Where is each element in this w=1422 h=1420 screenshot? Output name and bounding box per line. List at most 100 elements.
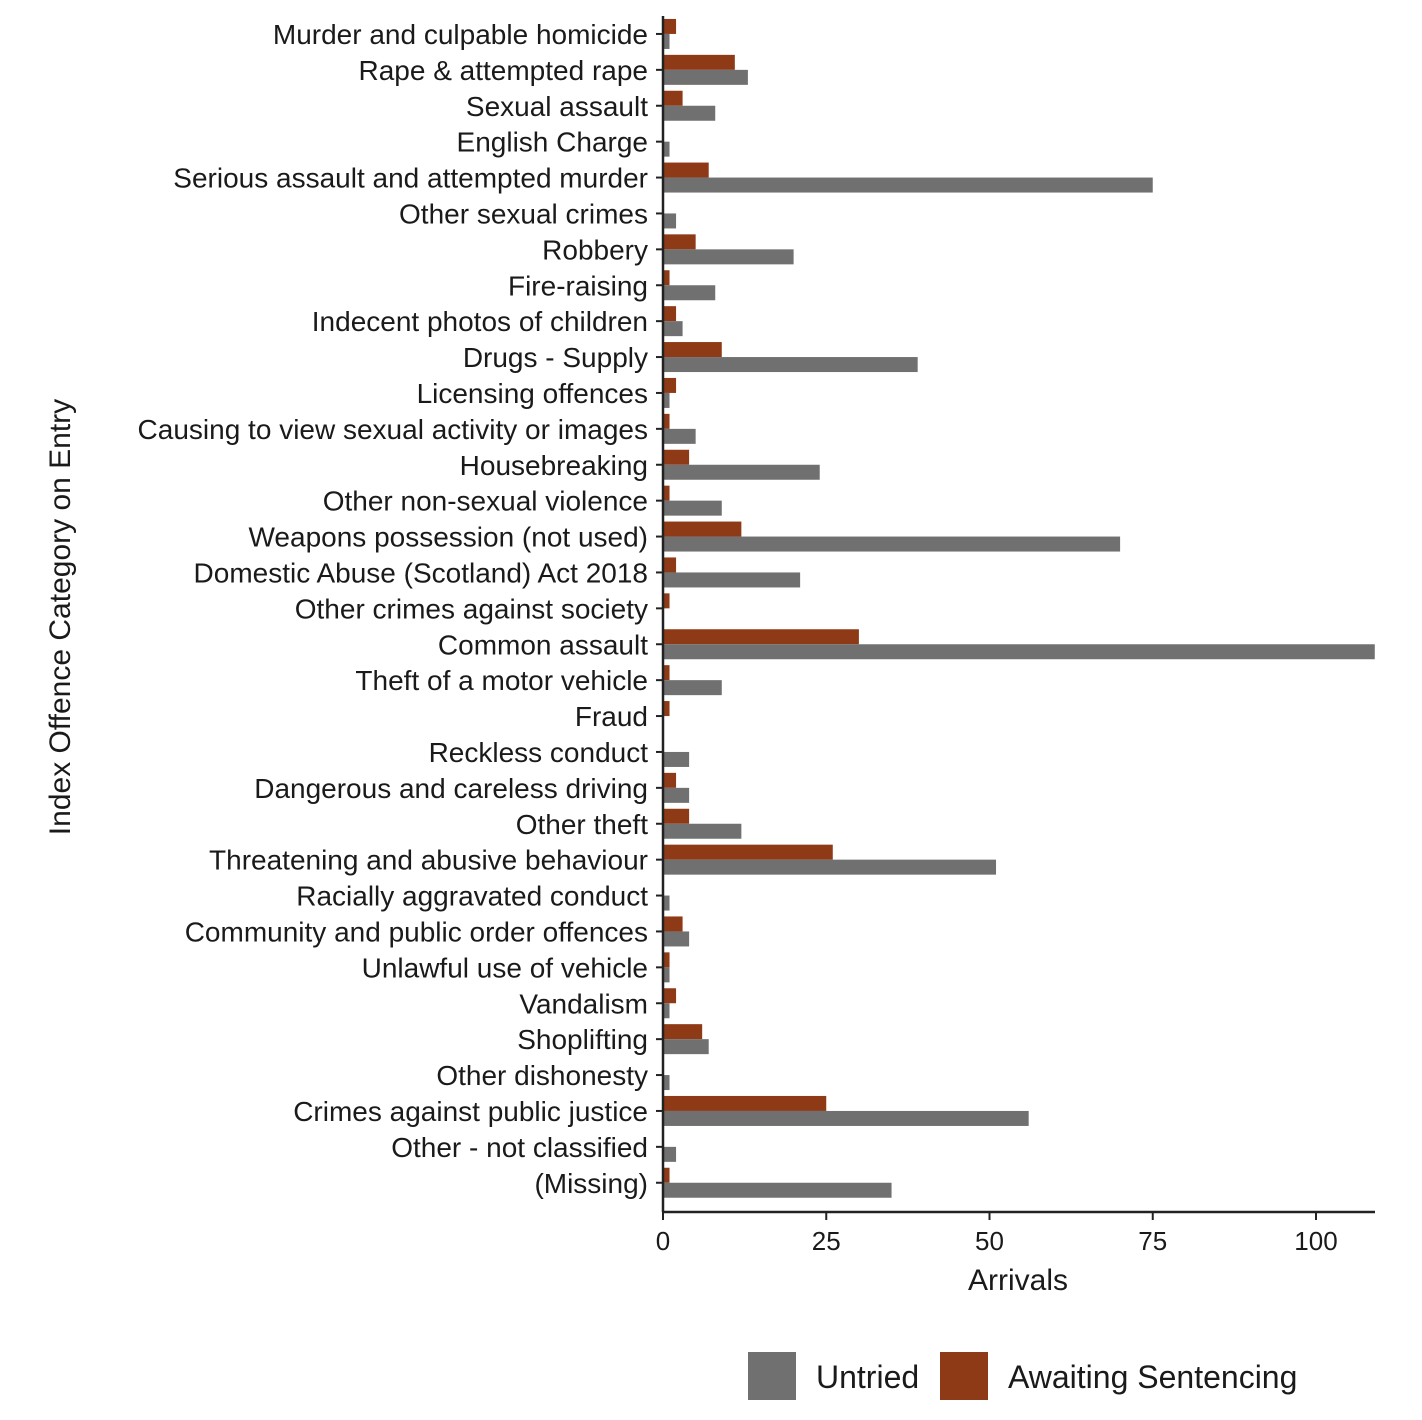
y-axis-title: Index Offence Category on Entry — [44, 399, 77, 835]
bar-untried — [663, 859, 997, 875]
x-tick-label: 25 — [812, 1226, 841, 1256]
legend-swatch — [940, 1352, 988, 1400]
category-label: Other dishonesty — [436, 1060, 648, 1091]
category-label: Community and public order offences — [185, 916, 648, 947]
bar-untried — [663, 392, 670, 408]
category-label: Causing to view sexual activity or image… — [138, 414, 648, 445]
category-label: Robbery — [542, 234, 648, 265]
bar-awaiting-sentencing — [663, 54, 735, 70]
bar-untried — [663, 321, 683, 337]
bar-untried — [663, 1003, 670, 1019]
bar-awaiting-sentencing — [663, 413, 670, 429]
category-label: (Missing) — [534, 1168, 648, 1199]
category-label: Crimes against public justice — [293, 1096, 648, 1127]
bar-awaiting-sentencing — [663, 701, 670, 717]
bar-untried — [663, 285, 716, 301]
bars-group — [663, 18, 1375, 1198]
bar-awaiting-sentencing — [663, 1095, 827, 1111]
bar-awaiting-sentencing — [663, 234, 696, 250]
bar-awaiting-sentencing — [663, 1167, 670, 1183]
bar-awaiting-sentencing — [663, 521, 742, 537]
category-label: Housebreaking — [460, 450, 648, 481]
category-label: English Charge — [457, 127, 648, 158]
bar-untried — [663, 69, 748, 85]
category-label: Other non-sexual violence — [323, 486, 648, 517]
category-label: Other - not classified — [391, 1132, 648, 1163]
bar-awaiting-sentencing — [663, 844, 833, 860]
bar-untried — [663, 500, 722, 516]
category-label: Other crimes against society — [295, 593, 648, 624]
bar-untried — [663, 141, 670, 157]
bar-untried — [663, 751, 690, 767]
bar-awaiting-sentencing — [663, 629, 859, 645]
bar-untried — [663, 787, 690, 803]
bar-awaiting-sentencing — [663, 988, 677, 1004]
x-axis-ticks: 0 25 50 75 100 — [656, 1212, 1338, 1256]
bar-untried — [663, 105, 716, 121]
bar-awaiting-sentencing — [663, 593, 670, 609]
legend-swatch — [748, 1352, 796, 1400]
category-label: Indecent photos of children — [312, 306, 648, 337]
category-label: Reckless conduct — [429, 737, 649, 768]
x-tick-label: 75 — [1138, 1226, 1167, 1256]
category-labels: Murder and culpable homicide Rape & attem… — [138, 19, 649, 1199]
bar-awaiting-sentencing — [663, 449, 690, 465]
category-label: Shoplifting — [517, 1024, 648, 1055]
category-label: Threatening and abusive behaviour — [209, 845, 648, 876]
bar-awaiting-sentencing — [663, 772, 677, 788]
bar-awaiting-sentencing — [663, 665, 670, 681]
x-tick-label: 50 — [975, 1226, 1004, 1256]
bar-untried — [663, 428, 696, 444]
bar-untried — [663, 213, 677, 229]
bar-awaiting-sentencing — [663, 18, 677, 34]
x-axis-title: Arrivals — [968, 1264, 1068, 1297]
legend-label: Untried — [816, 1359, 919, 1395]
category-label: Weapons possession (not used) — [249, 522, 649, 553]
legend: Untried Awaiting Sentencing — [748, 1352, 1297, 1400]
category-label: Racially aggravated conduct — [296, 881, 648, 912]
category-label: Vandalism — [519, 988, 648, 1019]
bar-untried — [663, 931, 690, 947]
bar-awaiting-sentencing — [663, 270, 670, 286]
bar-untried — [663, 1075, 670, 1091]
bar-untried — [663, 1146, 677, 1162]
bar-untried — [663, 680, 722, 696]
category-label: Sexual assault — [466, 91, 648, 122]
bar-awaiting-sentencing — [663, 162, 709, 178]
bar-awaiting-sentencing — [663, 342, 722, 358]
category-label: Other theft — [516, 809, 649, 840]
category-label: Serious assault and attempted murder — [173, 163, 648, 194]
bar-awaiting-sentencing — [663, 808, 690, 824]
bar-untried — [663, 1110, 1029, 1126]
bar-untried — [663, 823, 742, 839]
bar-awaiting-sentencing — [663, 485, 670, 501]
category-label: Common assault — [438, 629, 648, 660]
bar-untried — [663, 177, 1153, 193]
bar-untried — [663, 895, 670, 911]
x-tick-label: 0 — [656, 1226, 670, 1256]
category-label: Fraud — [575, 701, 648, 732]
x-tick-label: 100 — [1294, 1226, 1337, 1256]
bar-awaiting-sentencing — [663, 952, 670, 968]
bar-untried — [663, 644, 1375, 660]
bar-awaiting-sentencing — [663, 916, 683, 932]
bar-untried — [663, 249, 794, 265]
category-label: Unlawful use of vehicle — [362, 952, 648, 983]
bar-untried — [663, 572, 801, 588]
legend-label: Awaiting Sentencing — [1008, 1359, 1297, 1395]
bar-awaiting-sentencing — [663, 306, 677, 322]
bar-untried — [663, 357, 918, 373]
category-label: Rape & attempted rape — [358, 55, 648, 86]
bar-awaiting-sentencing — [663, 557, 677, 573]
bar-untried — [663, 1182, 892, 1198]
bar-untried — [663, 33, 670, 49]
bar-untried — [663, 1039, 709, 1055]
category-label: Drugs - Supply — [463, 342, 648, 373]
category-label: Licensing offences — [417, 378, 648, 409]
bar-awaiting-sentencing — [663, 90, 683, 106]
category-label: Other sexual crimes — [399, 198, 648, 229]
category-label: Fire-raising — [508, 270, 648, 301]
bar-untried — [663, 967, 670, 983]
bar-untried — [663, 464, 820, 480]
category-label: Dangerous and careless driving — [254, 773, 648, 804]
